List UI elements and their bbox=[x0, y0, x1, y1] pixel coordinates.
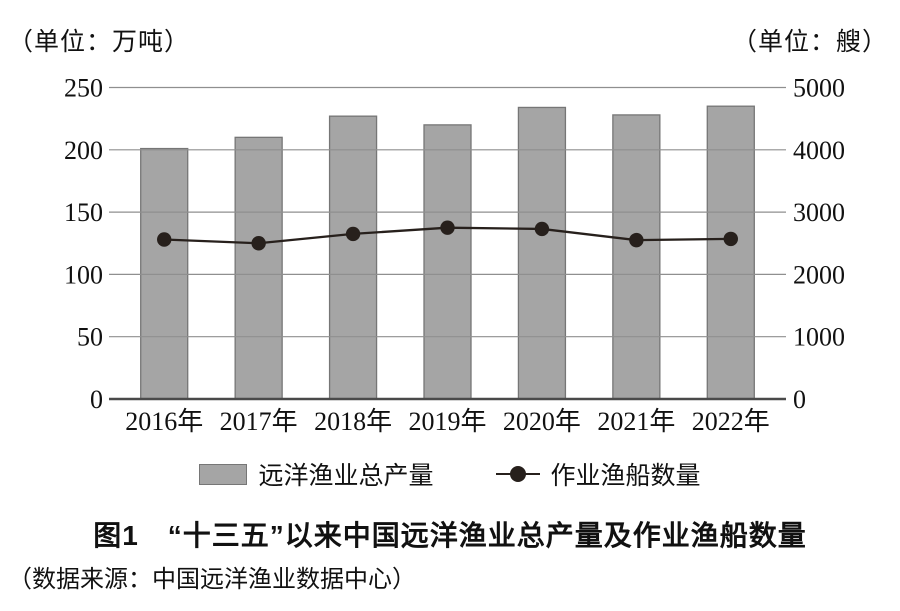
x-tick-label-2017年: 2017年 bbox=[220, 407, 298, 436]
point-2019年 bbox=[440, 220, 455, 235]
bar-2021年 bbox=[612, 114, 661, 400]
bar-2016年 bbox=[140, 147, 189, 400]
right-tick-label-0: 0 bbox=[793, 385, 806, 414]
left-tick-label-150: 150 bbox=[64, 198, 103, 227]
x-tick-label-2018年: 2018年 bbox=[314, 407, 392, 436]
bar-2018年 bbox=[328, 115, 378, 400]
combo-chart: 0 50 100 150 200 250 0 1000 2000 3000 4000 5000 2016… bbox=[64, 74, 845, 437]
line-series-label: 作业渔船数量 bbox=[550, 463, 701, 490]
figure-title: 图1 “十三五”以来中国远洋渔业总产量及作业渔船数量 bbox=[93, 520, 807, 551]
right-tick-label-5000: 5000 bbox=[793, 74, 845, 103]
x-tick-label-2021年: 2021年 bbox=[597, 407, 675, 436]
x-tick-label-2020年: 2020年 bbox=[503, 407, 581, 436]
left-tick-label-200: 200 bbox=[64, 136, 103, 165]
point-2017年 bbox=[251, 236, 266, 251]
legend: 远洋渔业总产量 作业渔船数量 bbox=[0, 458, 900, 490]
x-tick-label-2019年: 2019年 bbox=[408, 407, 486, 436]
point-2020年 bbox=[534, 221, 550, 237]
data-source-note: （数据来源：中国远洋渔业数据中心） bbox=[8, 567, 416, 593]
line-series-marker-icon bbox=[495, 466, 540, 482]
left-axis-unit-label: （单位：万吨） bbox=[8, 29, 191, 56]
left-tick-label-0: 0 bbox=[90, 385, 103, 414]
right-tick-label-1000: 1000 bbox=[793, 323, 845, 352]
left-tick-label-100: 100 bbox=[64, 260, 103, 289]
left-tick-label-50: 50 bbox=[77, 323, 103, 352]
right-axis-unit-label: （单位：艘） bbox=[731, 29, 888, 56]
point-2018年 bbox=[345, 226, 361, 242]
bar-series-swatch bbox=[199, 463, 248, 485]
bar-2020年 bbox=[517, 106, 567, 400]
bar-2017年 bbox=[234, 136, 283, 400]
point-2021年 bbox=[629, 232, 644, 248]
legend-item-bar: 远洋渔业总产量 bbox=[199, 456, 434, 492]
bar-2019年 bbox=[423, 124, 472, 400]
legend-item-line: 作业渔船数量 bbox=[495, 456, 701, 492]
right-tick-label-4000: 4000 bbox=[793, 136, 845, 165]
point-2016年 bbox=[157, 232, 172, 247]
x-tick-label-2022年: 2022年 bbox=[692, 407, 770, 436]
left-tick-label-250: 250 bbox=[64, 74, 103, 103]
right-tick-label-2000: 2000 bbox=[793, 260, 845, 289]
bar-series-label: 远洋渔业总产量 bbox=[258, 463, 434, 490]
right-tick-label-3000: 3000 bbox=[793, 198, 845, 227]
x-tick-label-2016年: 2016年 bbox=[125, 407, 203, 436]
point-2022年 bbox=[723, 231, 738, 247]
